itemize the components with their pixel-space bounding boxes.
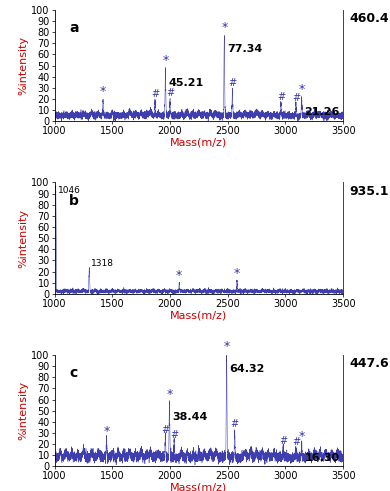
Text: a: a — [69, 21, 78, 35]
Text: *: * — [221, 21, 227, 34]
Text: c: c — [69, 366, 77, 380]
Y-axis label: %intensity: %intensity — [19, 36, 28, 95]
X-axis label: Mass(m/z): Mass(m/z) — [170, 310, 227, 320]
Text: 77.34: 77.34 — [227, 44, 262, 55]
Text: *: * — [103, 425, 110, 438]
Text: #: # — [292, 93, 300, 103]
Text: b: b — [69, 193, 79, 208]
X-axis label: Mass(m/z): Mass(m/z) — [170, 137, 227, 147]
Text: *: * — [162, 54, 168, 67]
Y-axis label: %intensity: %intensity — [19, 209, 28, 268]
Text: #: # — [292, 437, 300, 447]
Text: #: # — [161, 425, 170, 435]
Text: #: # — [151, 89, 159, 100]
Text: 21.26: 21.26 — [305, 107, 340, 117]
X-axis label: Mass(m/z): Mass(m/z) — [170, 483, 227, 491]
Text: #: # — [277, 92, 285, 102]
Text: 16.30: 16.30 — [305, 453, 340, 463]
Text: #: # — [279, 436, 287, 446]
Text: *: * — [100, 85, 106, 98]
Text: 1318: 1318 — [91, 259, 114, 268]
Text: 64.32: 64.32 — [229, 364, 265, 374]
Text: *: * — [234, 267, 240, 280]
Text: *: * — [298, 430, 305, 442]
Text: #: # — [228, 79, 236, 88]
Text: 45.21: 45.21 — [168, 78, 204, 88]
Text: 1046: 1046 — [57, 186, 80, 195]
Text: *: * — [176, 269, 183, 282]
Text: *: * — [223, 340, 230, 354]
Text: #: # — [230, 419, 239, 429]
Text: 460.4: 460.4 — [349, 12, 388, 25]
Text: #: # — [166, 88, 174, 98]
Text: 38.44: 38.44 — [172, 412, 208, 422]
Text: 447.6: 447.6 — [349, 357, 388, 370]
Text: *: * — [298, 83, 305, 96]
Text: 935.1: 935.1 — [349, 185, 388, 198]
Text: #: # — [170, 430, 178, 440]
Y-axis label: %intensity: %intensity — [19, 381, 28, 440]
Text: *: * — [167, 388, 173, 401]
